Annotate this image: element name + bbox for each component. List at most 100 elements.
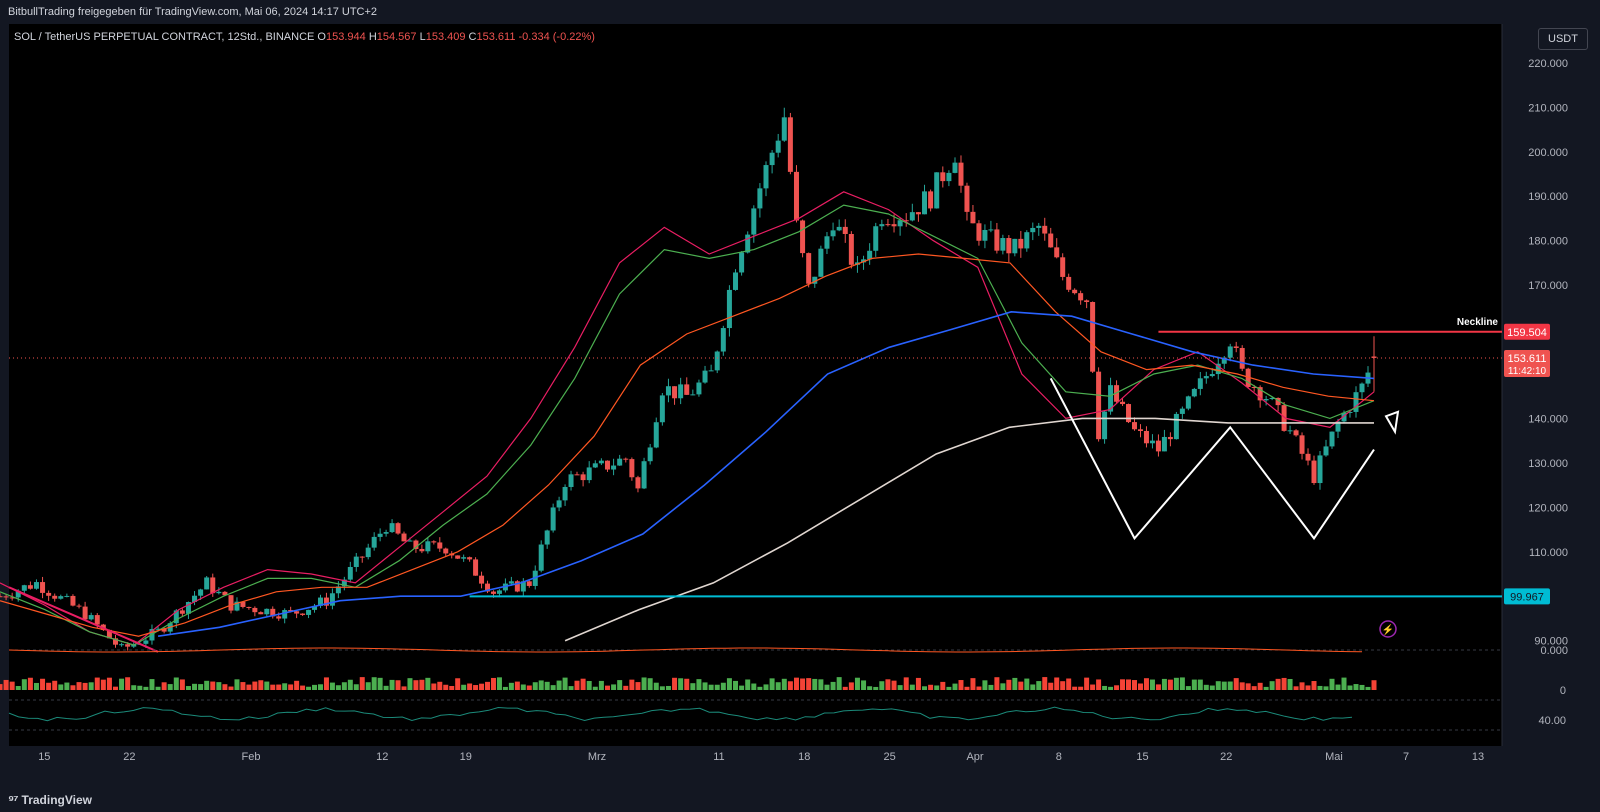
volume-bar xyxy=(21,679,27,690)
candle-body xyxy=(1161,436,1167,452)
candle-body xyxy=(757,188,763,209)
candle-body xyxy=(1155,440,1161,452)
volume-bar xyxy=(952,683,958,690)
candle-body xyxy=(1353,392,1359,412)
candle-body xyxy=(842,226,848,234)
candle-body xyxy=(617,458,623,466)
candle-body xyxy=(592,463,598,468)
volume-bar xyxy=(222,684,228,690)
volume-bar xyxy=(830,681,836,690)
volume-bar xyxy=(976,686,982,690)
candle-body xyxy=(1024,232,1030,249)
candle-body xyxy=(40,582,46,593)
volume-bar xyxy=(672,677,678,690)
candle-body xyxy=(82,606,88,620)
neckline-price-label: 159.504 xyxy=(1507,327,1547,339)
volume-bar xyxy=(708,684,714,690)
candle-body xyxy=(1197,378,1203,389)
volume-bar xyxy=(684,678,690,690)
candle-body xyxy=(1126,404,1132,423)
candle-body xyxy=(836,226,842,231)
candle-body xyxy=(647,447,653,462)
x-tick-label: Feb xyxy=(242,751,261,763)
volume-bar xyxy=(82,682,88,690)
volume-bar xyxy=(407,678,413,690)
candle-body xyxy=(520,581,526,592)
volume-bar xyxy=(383,685,389,690)
candle-body xyxy=(1084,300,1090,303)
price-chart[interactable]: 15 22 Feb 12 19 Mrz 11 18 25 Apr 8 15 22 Mai 7 13 90.000… xyxy=(0,24,1600,788)
volume-bar xyxy=(726,678,732,690)
volume-bar xyxy=(323,677,329,690)
volume-bar xyxy=(550,685,556,690)
volume-bar xyxy=(76,682,82,690)
candle-body xyxy=(1257,387,1263,401)
volume-bar xyxy=(1209,685,1215,690)
volume-bar xyxy=(714,684,720,690)
y-tick-label: 120.000 xyxy=(1528,502,1568,514)
candle-body xyxy=(568,474,574,487)
candle-body xyxy=(848,233,854,265)
volume-bar xyxy=(867,686,873,690)
volume-bar xyxy=(1143,678,1149,690)
volume-bar xyxy=(1036,681,1042,690)
candle-body xyxy=(867,250,873,260)
candle-body xyxy=(580,474,586,481)
candle-body xyxy=(556,500,562,508)
candle-body xyxy=(812,276,818,284)
support-price-tag xyxy=(1504,588,1550,605)
volume-bar xyxy=(437,681,443,690)
tradingview-logo[interactable]: ⁹⁷ TradingView xyxy=(8,788,92,812)
volume-bar xyxy=(562,677,568,690)
volume-bar xyxy=(317,684,323,690)
volume-bar xyxy=(246,684,252,690)
volume-bar xyxy=(958,680,964,690)
volume-bar xyxy=(401,686,407,690)
volume-bar xyxy=(1239,682,1245,690)
volume-bar xyxy=(449,685,455,690)
volume-bar xyxy=(934,685,940,690)
candle-body xyxy=(678,384,684,399)
candle-body xyxy=(708,370,714,372)
volume-bar xyxy=(653,682,659,690)
volume-bar xyxy=(58,684,64,690)
volume-bar xyxy=(1275,678,1281,690)
volume-bar xyxy=(9,681,15,690)
volume-bar xyxy=(1299,682,1305,690)
volume-bar xyxy=(395,680,401,690)
candle-body xyxy=(15,590,21,598)
candle-body xyxy=(329,593,335,606)
candle-body xyxy=(970,211,976,224)
volume-bar xyxy=(467,683,473,690)
candle-body xyxy=(1060,257,1066,277)
volume-bar xyxy=(1024,678,1030,690)
candle-body xyxy=(312,605,318,610)
volume-bar xyxy=(1323,686,1329,690)
volume-bar xyxy=(1132,680,1137,690)
volume-bar xyxy=(617,680,623,690)
candle-body xyxy=(1000,238,1006,251)
candle-body xyxy=(885,224,891,226)
volume-bar xyxy=(125,677,131,690)
candle-body xyxy=(198,589,204,596)
moving-average-line xyxy=(564,417,1374,642)
volume-bar xyxy=(556,680,562,690)
candle-body xyxy=(455,555,461,559)
candle-body xyxy=(407,540,413,542)
candle-body xyxy=(684,384,690,395)
candle-body xyxy=(988,229,994,231)
volume-bar xyxy=(739,685,745,690)
candle-body xyxy=(544,530,550,545)
volume-bar xyxy=(891,680,897,690)
candle-body xyxy=(1329,431,1335,447)
volume-bar xyxy=(720,682,726,690)
volume-bar xyxy=(228,686,234,690)
volume-bar xyxy=(800,678,806,690)
candle-body xyxy=(1191,388,1197,397)
currency-button[interactable]: USDT xyxy=(1538,28,1588,50)
candle-body xyxy=(119,644,125,646)
candle-body xyxy=(306,609,312,615)
volume-bar xyxy=(1048,682,1054,690)
candle-body xyxy=(264,608,270,615)
volume-bar xyxy=(514,681,520,690)
